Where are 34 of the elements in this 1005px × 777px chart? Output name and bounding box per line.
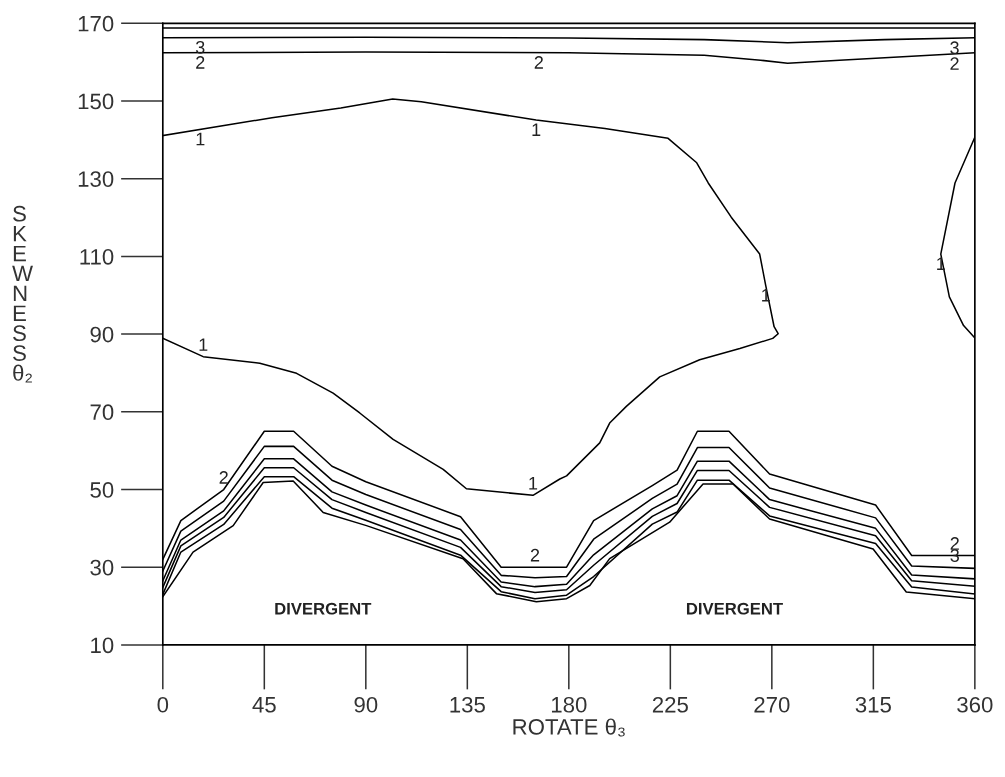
x-tick-label: 135 [450,696,485,713]
y-tick-label: 50 [90,482,114,498]
y-tick-label: 150 [78,93,114,110]
annotation: 2 [534,56,543,69]
annotation: 2 [950,57,959,70]
x-tick-label: 315 [855,696,891,713]
annotation: 1 [529,477,538,490]
annotation: 2 [950,537,959,550]
annotation: 1 [199,338,208,351]
y-tick-label: 130 [78,171,114,187]
annotation: 2 [196,56,205,69]
y-tick-label: 90 [90,326,114,343]
text: SKEWNESS θ₂ [12,205,33,383]
x-tick-label: 225 [652,696,688,713]
y-tick-label: 170 [78,15,114,32]
x-tick-label: 45 [252,697,276,713]
annotation: 1 [196,132,205,146]
annotation: 3 [950,41,959,55]
y-tick-label: 110 [80,248,114,265]
y-tick-label: 70 [90,404,114,421]
annotation: DIVERGENT [275,602,372,615]
x-tick-label: 0 [157,696,169,713]
x-tick-label: 90 [354,696,378,713]
annotation: 1 [532,123,541,136]
x-tick-label: 270 [754,696,790,713]
annotation: DIVERGENT [686,602,783,615]
x-tick-label: 360 [957,696,993,713]
y-tick-label: 30 [90,559,114,576]
y-tick-label: 10 [91,637,114,654]
x-tick-label: 180 [551,696,587,713]
annotation: 2 [219,471,228,484]
annotation: 2 [530,548,540,562]
x-axis-title: ROTATE θ₃ [513,718,625,737]
annotation: 3 [195,40,205,54]
